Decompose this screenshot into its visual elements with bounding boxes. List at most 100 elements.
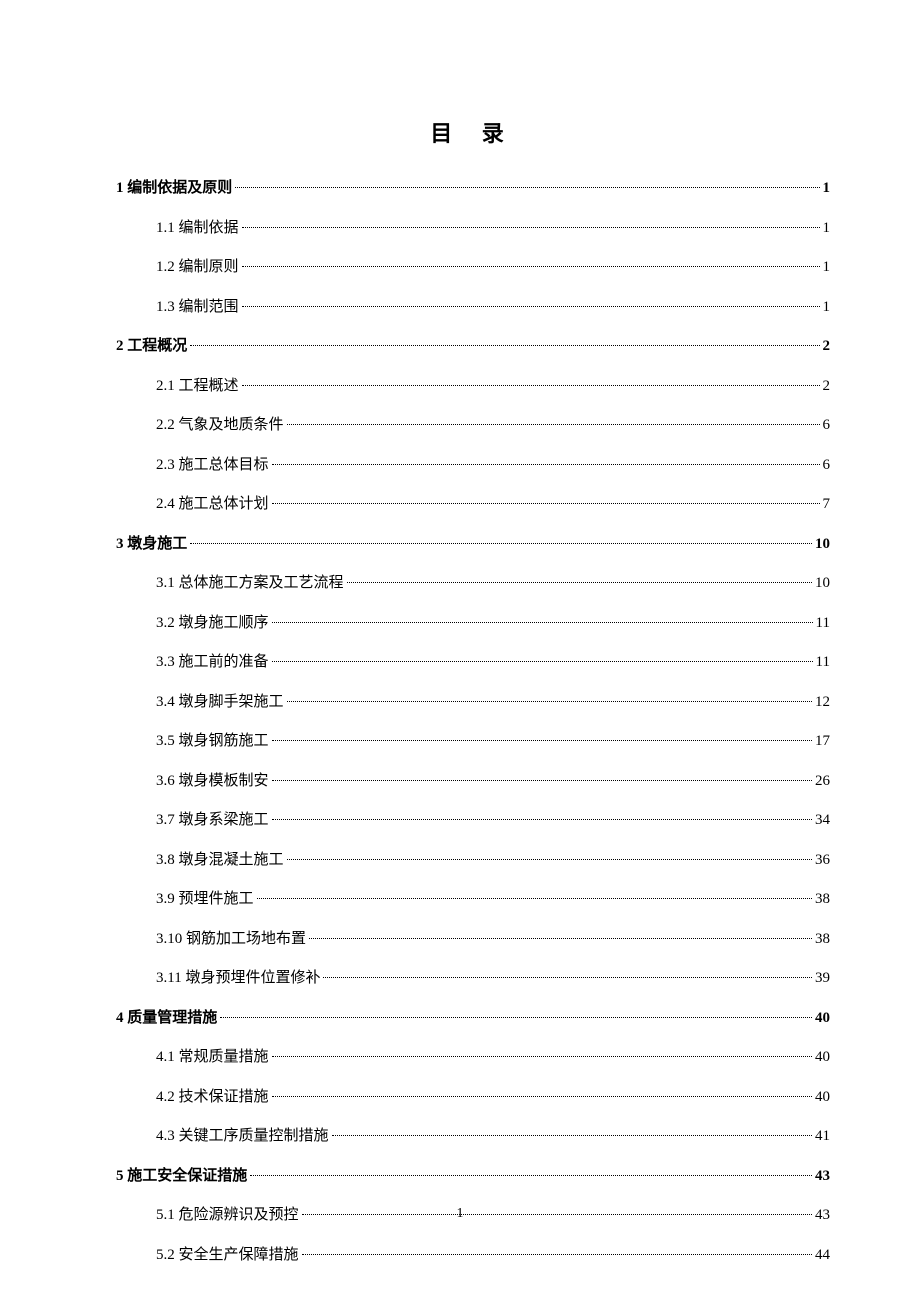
toc-entry: 5.2 安全生产保障措施 44 (156, 1243, 830, 1269)
toc-leader-dots (272, 1056, 812, 1057)
toc-leader-dots (309, 938, 812, 939)
toc-leader-dots (332, 1135, 812, 1136)
toc-entry-page: 41 (815, 1124, 830, 1150)
toc-entry: 1.2 编制原则 1 (156, 255, 830, 281)
toc-entry-page: 38 (815, 927, 830, 953)
toc-entry: 3.9 预埋件施工 38 (156, 887, 830, 913)
toc-entry-page: 40 (815, 1085, 830, 1111)
toc-entry-label: 3.1 总体施工方案及工艺流程 (156, 571, 344, 597)
toc-entry-page: 26 (815, 769, 830, 795)
toc-entry-page: 43 (815, 1164, 830, 1190)
toc-entry-label: 1.2 编制原则 (156, 255, 239, 281)
toc-entry-page: 1 (823, 255, 831, 281)
toc-entry-label: 4.3 关键工序质量控制措施 (156, 1124, 329, 1150)
toc-entry: 5.1 危险源辨识及预控 43 (156, 1203, 830, 1229)
toc-entry-label: 4 质量管理措施 (116, 1006, 217, 1032)
toc-entry: 3.7 墩身系梁施工 34 (156, 808, 830, 834)
toc-entry-label: 3.7 墩身系梁施工 (156, 808, 269, 834)
toc-entry-page: 10 (815, 532, 830, 558)
toc-entry-label: 2.3 施工总体目标 (156, 453, 269, 479)
toc-leader-dots (190, 345, 819, 346)
toc-entry: 4.3 关键工序质量控制措施 41 (156, 1124, 830, 1150)
toc-entry: 3.11 墩身预埋件位置修补 39 (156, 966, 830, 992)
toc-leader-dots (272, 780, 812, 781)
toc-entry-page: 1 (823, 295, 831, 321)
toc-leader-dots (272, 1096, 812, 1097)
toc-leader-dots (272, 464, 820, 465)
table-of-contents: 1 编制依据及原则 1 1.1 编制依据 1 1.2 编制原则 1 1.3 编制范围 1 2 工… (116, 176, 830, 1268)
toc-entry-page: 12 (815, 690, 830, 716)
toc-entry-page: 1 (823, 216, 831, 242)
toc-entry: 2.3 施工总体目标 6 (156, 453, 830, 479)
toc-entry-page: 6 (823, 453, 831, 479)
toc-entry-label: 4.1 常规质量措施 (156, 1045, 269, 1071)
toc-entry-label: 3.11 墩身预埋件位置修补 (156, 966, 320, 992)
toc-entry: 2.4 施工总体计划 7 (156, 492, 830, 518)
toc-leader-dots (220, 1017, 812, 1018)
toc-entry-label: 2.4 施工总体计划 (156, 492, 269, 518)
toc-entry-page: 6 (823, 413, 831, 439)
toc-entry-page: 2 (823, 374, 831, 400)
toc-leader-dots (250, 1175, 812, 1176)
toc-leader-dots (257, 898, 812, 899)
toc-entry: 1.3 编制范围 1 (156, 295, 830, 321)
toc-entry: 3.10 钢筋加工场地布置 38 (156, 927, 830, 953)
toc-leader-dots (242, 306, 820, 307)
toc-entry: 3.6 墩身模板制安 26 (156, 769, 830, 795)
toc-leader-dots (272, 819, 812, 820)
toc-leader-dots (190, 543, 812, 544)
toc-entry-label: 1 编制依据及原则 (116, 176, 232, 202)
toc-entry-label: 3.9 预埋件施工 (156, 887, 254, 913)
toc-entry-page: 10 (815, 571, 830, 597)
toc-entry-label: 1.1 编制依据 (156, 216, 239, 242)
toc-entry: 2 工程概况2 (116, 334, 830, 360)
toc-entry: 1.1 编制依据 1 (156, 216, 830, 242)
toc-entry-page: 7 (823, 492, 831, 518)
toc-entry: 4.2 技术保证措施 40 (156, 1085, 830, 1111)
toc-entry-label: 3.8 墩身混凝土施工 (156, 848, 284, 874)
toc-leader-dots (287, 424, 820, 425)
toc-entry-page: 44 (815, 1243, 830, 1269)
toc-entry-page: 36 (815, 848, 830, 874)
toc-leader-dots (287, 701, 812, 702)
toc-entry-label: 4.2 技术保证措施 (156, 1085, 269, 1111)
toc-leader-dots (272, 740, 812, 741)
toc-entry-page: 39 (815, 966, 830, 992)
toc-entry: 1 编制依据及原则 1 (116, 176, 830, 202)
toc-leader-dots (347, 582, 812, 583)
toc-entry: 3.8 墩身混凝土施工 36 (156, 848, 830, 874)
toc-entry-label: 5.2 安全生产保障措施 (156, 1243, 299, 1269)
toc-entry: 3.5 墩身钢筋施工 17 (156, 729, 830, 755)
toc-leader-dots (242, 266, 820, 267)
toc-leader-dots (272, 503, 820, 504)
toc-entry: 4 质量管理措施40 (116, 1006, 830, 1032)
toc-entry-label: 3.6 墩身模板制安 (156, 769, 269, 795)
toc-entry-label: 3.10 钢筋加工场地布置 (156, 927, 306, 953)
toc-entry-page: 34 (815, 808, 830, 834)
toc-title: 目 录 (116, 116, 830, 148)
toc-entry-label: 2.2 气象及地质条件 (156, 413, 284, 439)
toc-leader-dots (323, 977, 812, 978)
toc-leader-dots (272, 622, 813, 623)
toc-leader-dots (302, 1214, 812, 1215)
toc-entry: 2.1 工程概述2 (156, 374, 830, 400)
toc-entry-label: 3.3 施工前的准备 (156, 650, 269, 676)
toc-entry-page: 43 (815, 1203, 830, 1229)
toc-entry-page: 2 (823, 334, 831, 360)
page-number: 1 (457, 1206, 464, 1222)
toc-entry-label: 3.2 墩身施工顺序 (156, 611, 269, 637)
toc-entry-label: 3.4 墩身脚手架施工 (156, 690, 284, 716)
toc-entry-page: 38 (815, 887, 830, 913)
toc-entry-page: 1 (823, 176, 831, 202)
toc-entry-label: 1.3 编制范围 (156, 295, 239, 321)
toc-entry-page: 17 (815, 729, 830, 755)
toc-leader-dots (272, 661, 813, 662)
toc-entry-label: 3.5 墩身钢筋施工 (156, 729, 269, 755)
toc-entry-label: 5.1 危险源辨识及预控 (156, 1203, 299, 1229)
toc-entry: 3.1 总体施工方案及工艺流程 10 (156, 571, 830, 597)
toc-leader-dots (287, 859, 812, 860)
toc-entry: 3 墩身施工10 (116, 532, 830, 558)
toc-leader-dots (302, 1254, 812, 1255)
toc-leader-dots (235, 187, 819, 188)
toc-entry: 4.1 常规质量措施40 (156, 1045, 830, 1071)
